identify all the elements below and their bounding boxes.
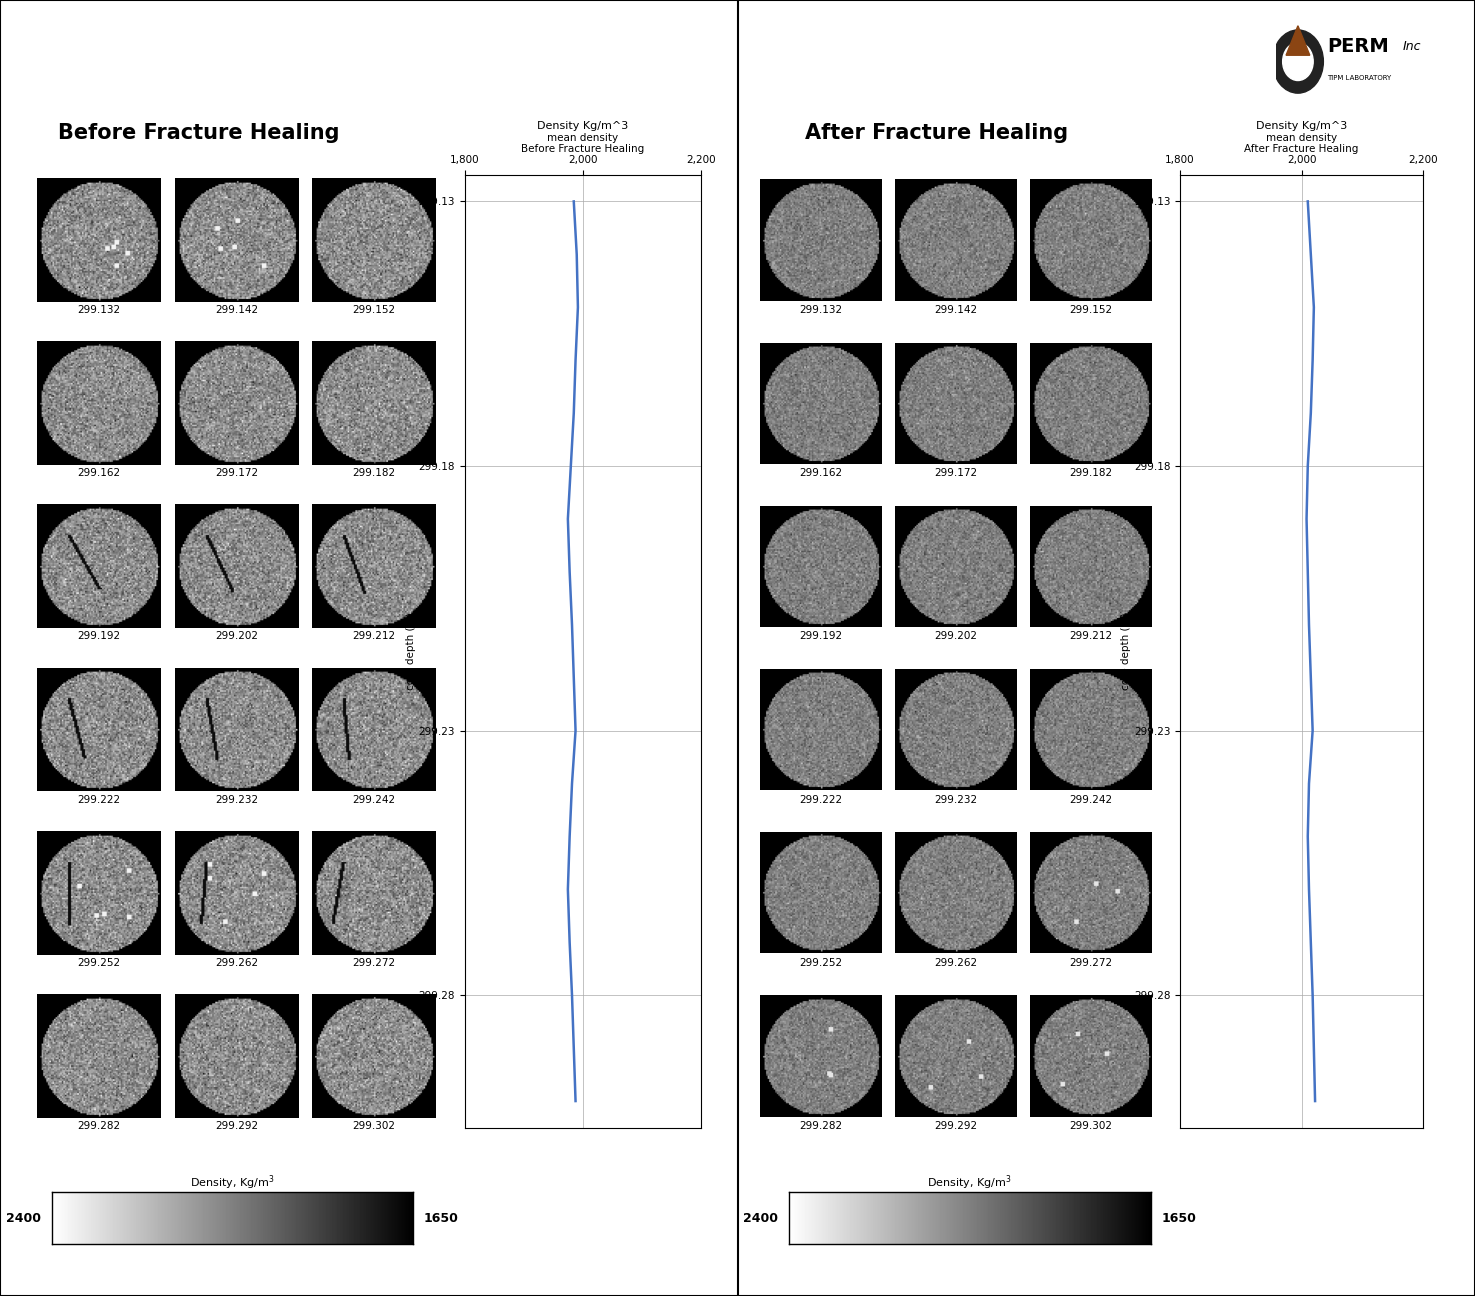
- Y-axis label: core depth (m): core depth (m): [406, 613, 416, 689]
- Text: Inc: Inc: [1403, 40, 1422, 53]
- Text: 2400: 2400: [6, 1212, 41, 1225]
- Text: 299.242: 299.242: [353, 794, 395, 805]
- Text: 299.232: 299.232: [215, 794, 258, 805]
- Text: 299.202: 299.202: [215, 631, 258, 642]
- Text: 299.142: 299.142: [934, 306, 978, 315]
- Title: Density Kg/m^3: Density Kg/m^3: [537, 121, 628, 131]
- Circle shape: [1283, 43, 1313, 80]
- Title: Density, Kg/m$^3$: Density, Kg/m$^3$: [928, 1174, 1012, 1192]
- Text: 299.282: 299.282: [799, 1121, 842, 1130]
- Text: 1650: 1650: [423, 1212, 459, 1225]
- X-axis label: mean density
Before Fracture Healing: mean density Before Fracture Healing: [521, 133, 645, 154]
- Text: 299.252: 299.252: [77, 958, 121, 968]
- X-axis label: mean density
After Fracture Healing: mean density After Fracture Healing: [1245, 133, 1358, 154]
- Text: 299.282: 299.282: [77, 1121, 121, 1130]
- Text: 299.242: 299.242: [1069, 794, 1112, 805]
- Text: TIPM LABORATORY: TIPM LABORATORY: [1328, 75, 1391, 82]
- Text: 299.212: 299.212: [1069, 631, 1112, 642]
- Text: PERM: PERM: [1328, 38, 1388, 56]
- Text: 299.292: 299.292: [215, 1121, 258, 1130]
- Text: 299.132: 299.132: [77, 306, 121, 315]
- Text: 299.182: 299.182: [353, 468, 395, 478]
- Text: 299.222: 299.222: [77, 794, 121, 805]
- Title: Density, Kg/m$^3$: Density, Kg/m$^3$: [190, 1174, 274, 1192]
- Text: 299.202: 299.202: [934, 631, 976, 642]
- Circle shape: [1273, 30, 1323, 93]
- Text: 299.272: 299.272: [353, 958, 395, 968]
- Text: 299.302: 299.302: [353, 1121, 395, 1130]
- Text: 299.162: 299.162: [799, 468, 842, 478]
- Text: 299.162: 299.162: [77, 468, 121, 478]
- Text: 2400: 2400: [743, 1212, 779, 1225]
- Text: 299.292: 299.292: [934, 1121, 978, 1130]
- Text: 299.192: 299.192: [77, 631, 121, 642]
- Text: 299.172: 299.172: [215, 468, 258, 478]
- Text: 299.262: 299.262: [215, 958, 258, 968]
- Text: 299.212: 299.212: [353, 631, 395, 642]
- Text: 299.262: 299.262: [934, 958, 978, 968]
- Text: 299.152: 299.152: [353, 306, 395, 315]
- Text: 299.142: 299.142: [215, 306, 258, 315]
- Text: After Fracture Healing: After Fracture Healing: [805, 123, 1068, 143]
- Text: Before Fracture Healing: Before Fracture Healing: [59, 123, 339, 143]
- Polygon shape: [1286, 26, 1310, 56]
- Text: 299.172: 299.172: [934, 468, 978, 478]
- Text: 299.252: 299.252: [799, 958, 842, 968]
- Text: 299.232: 299.232: [934, 794, 978, 805]
- Y-axis label: core depth (m): core depth (m): [1121, 613, 1131, 689]
- Title: Density Kg/m^3: Density Kg/m^3: [1257, 121, 1347, 131]
- Text: 299.272: 299.272: [1069, 958, 1112, 968]
- Text: 299.302: 299.302: [1069, 1121, 1112, 1130]
- Text: 299.132: 299.132: [799, 306, 842, 315]
- Text: 299.182: 299.182: [1069, 468, 1112, 478]
- Text: 299.192: 299.192: [799, 631, 842, 642]
- Text: 1650: 1650: [1161, 1212, 1196, 1225]
- Text: 299.152: 299.152: [1069, 306, 1112, 315]
- Text: 299.222: 299.222: [799, 794, 842, 805]
